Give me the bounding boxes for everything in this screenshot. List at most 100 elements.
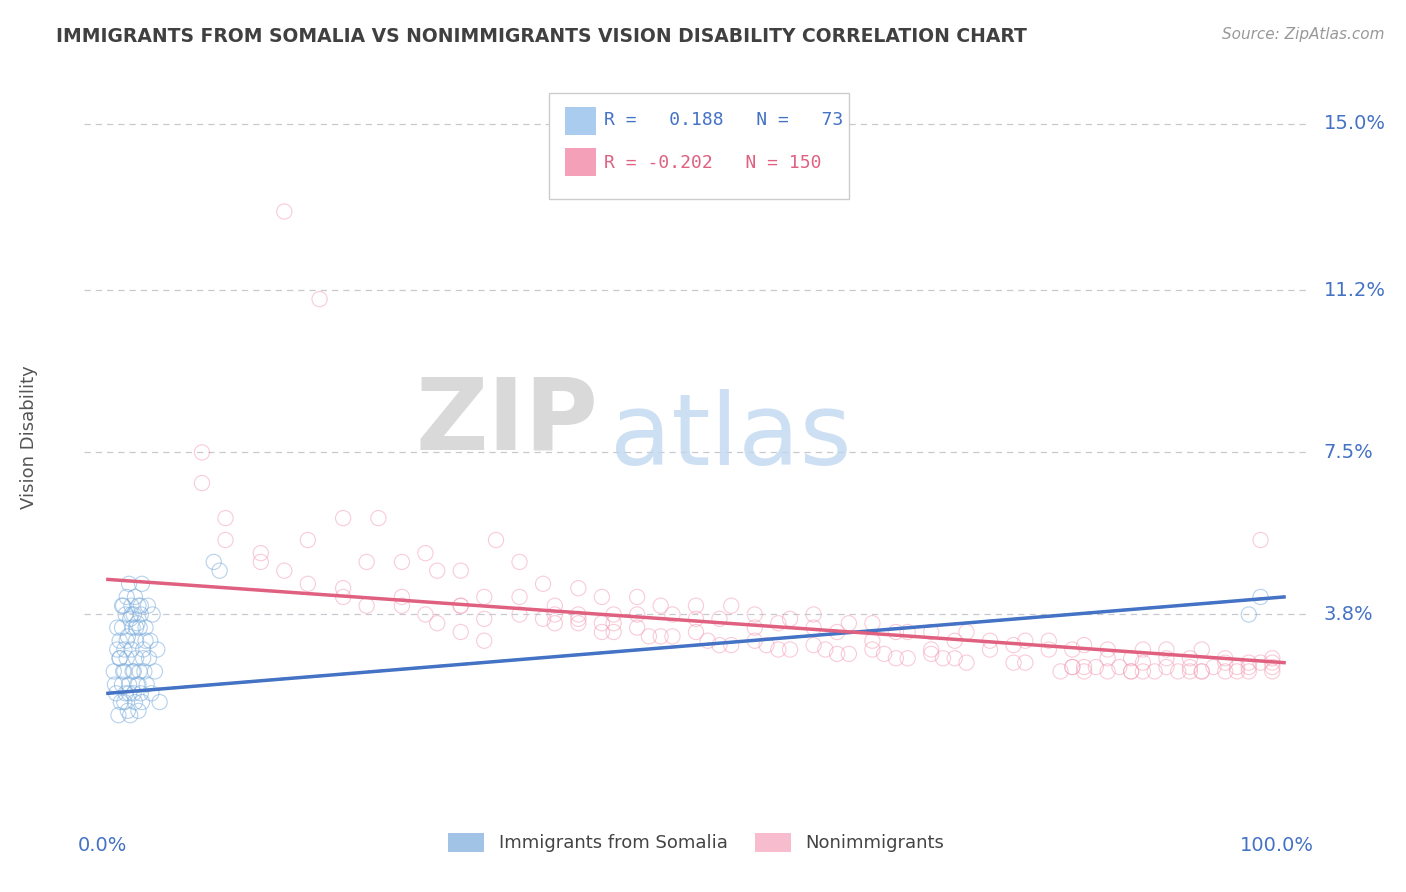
Point [1156,660,1178,674]
Point [591,625,613,640]
Point [121,665,143,679]
Point [1132,665,1154,679]
Point [450,599,472,613]
Point [1002,656,1025,670]
Point [1156,651,1178,665]
Point [685,599,707,613]
Point [1178,665,1201,679]
Point [450,564,472,578]
Point [214,533,236,547]
Point [779,612,801,626]
Point [108,633,131,648]
Point [120,642,142,657]
Point [415,546,437,560]
Text: 15.0%: 15.0% [1323,114,1385,134]
Point [111,677,134,691]
Point [127,677,149,691]
Point [685,612,707,626]
Point [472,612,495,626]
Point [567,612,589,626]
Point [591,590,613,604]
Point [955,625,977,640]
Point [825,625,848,640]
Point [1062,642,1084,657]
Point [122,665,145,679]
Point [979,642,1001,657]
Point [531,576,554,591]
Point [120,607,142,622]
Point [696,633,718,648]
Point [567,581,589,595]
Point [472,633,495,648]
Point [129,686,152,700]
Point [1097,665,1119,679]
Text: 0.0%: 0.0% [79,836,128,855]
Point [1237,607,1260,622]
Point [131,695,153,709]
Point [720,599,742,613]
Point [127,677,149,691]
Point [1191,665,1213,679]
Point [920,647,942,661]
Point [121,621,143,635]
Point [472,590,495,604]
Point [509,555,531,569]
Point [138,651,160,665]
Point [112,665,135,679]
Point [1062,660,1084,674]
Point [118,576,141,591]
Point [860,642,883,657]
Point [602,616,624,631]
Point [626,590,648,604]
Point [1143,665,1166,679]
Point [626,607,648,622]
Point [117,629,139,643]
Point [685,625,707,640]
Point [125,633,148,648]
Point [779,642,801,657]
Point [134,665,156,679]
Point [112,665,135,679]
Point [744,607,766,622]
Point [1097,651,1119,665]
Point [107,708,129,723]
Point [141,686,163,700]
Point [139,633,162,648]
Point [755,638,778,652]
Text: Vision Disability: Vision Disability [20,365,38,509]
Point [356,555,378,569]
Point [426,616,449,631]
Point [803,621,825,635]
Point [884,651,907,665]
Point [650,629,672,643]
Point [135,633,157,648]
Point [1213,651,1236,665]
Point [124,590,146,604]
Point [202,555,225,569]
Point [308,292,330,306]
Point [661,607,683,622]
Point [531,612,554,626]
Point [332,581,354,595]
Text: Source: ZipAtlas.com: Source: ZipAtlas.com [1222,27,1385,42]
Point [1038,633,1060,648]
Point [544,616,567,631]
Point [768,642,790,657]
Legend: Immigrants from Somalia, Nonimmigrants: Immigrants from Somalia, Nonimmigrants [440,826,952,860]
Point [838,647,860,661]
Point [214,511,236,525]
Point [391,590,413,604]
Point [115,633,138,648]
Point [297,533,319,547]
Point [135,621,157,635]
Point [450,599,472,613]
Point [1132,656,1154,670]
Point [149,695,172,709]
Point [1014,656,1036,670]
Point [955,656,977,670]
Point [120,708,142,723]
Point [1250,533,1272,547]
Point [943,633,966,648]
Point [803,607,825,622]
Point [122,686,145,700]
